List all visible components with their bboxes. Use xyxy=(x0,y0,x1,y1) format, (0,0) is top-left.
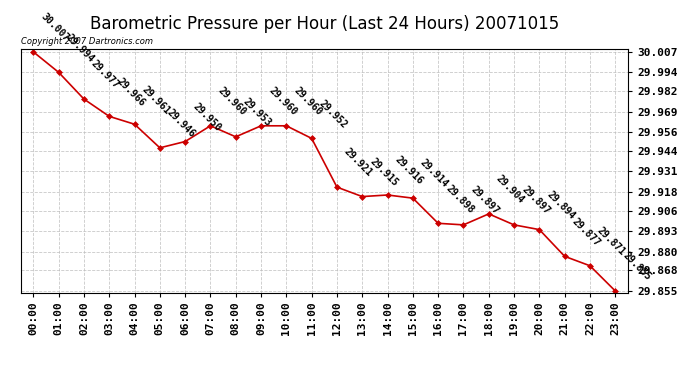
Text: 29.950: 29.950 xyxy=(190,101,223,133)
Text: 29.921: 29.921 xyxy=(342,147,375,179)
Text: 29.897: 29.897 xyxy=(469,184,501,216)
Text: 29.966: 29.966 xyxy=(115,76,147,108)
Text: 29.960: 29.960 xyxy=(216,86,248,117)
Text: 30.007: 30.007 xyxy=(39,12,71,44)
Text: 29.898: 29.898 xyxy=(444,183,475,215)
Text: 29.961: 29.961 xyxy=(140,84,172,116)
Text: 29.871: 29.871 xyxy=(595,225,627,257)
Text: 29.877: 29.877 xyxy=(570,216,602,248)
Text: Copyright 2007 Dartronics.com: Copyright 2007 Dartronics.com xyxy=(21,38,152,46)
Text: 29.953: 29.953 xyxy=(241,96,273,129)
Text: 29.894: 29.894 xyxy=(545,189,577,221)
Text: 29.897: 29.897 xyxy=(520,184,551,216)
Text: 29.855: 29.855 xyxy=(621,251,653,283)
Text: 29.977: 29.977 xyxy=(90,59,121,91)
Text: 29.914: 29.914 xyxy=(418,158,451,190)
Text: 29.960: 29.960 xyxy=(266,86,299,117)
Text: 29.916: 29.916 xyxy=(393,154,425,187)
Text: Barometric Pressure per Hour (Last 24 Hours) 20071015: Barometric Pressure per Hour (Last 24 Ho… xyxy=(90,15,559,33)
Text: 29.952: 29.952 xyxy=(317,98,349,130)
Text: 29.994: 29.994 xyxy=(64,32,96,64)
Text: 29.915: 29.915 xyxy=(368,156,400,188)
Text: 29.946: 29.946 xyxy=(166,108,197,140)
Text: 29.960: 29.960 xyxy=(292,86,324,117)
Text: 29.904: 29.904 xyxy=(494,174,526,206)
